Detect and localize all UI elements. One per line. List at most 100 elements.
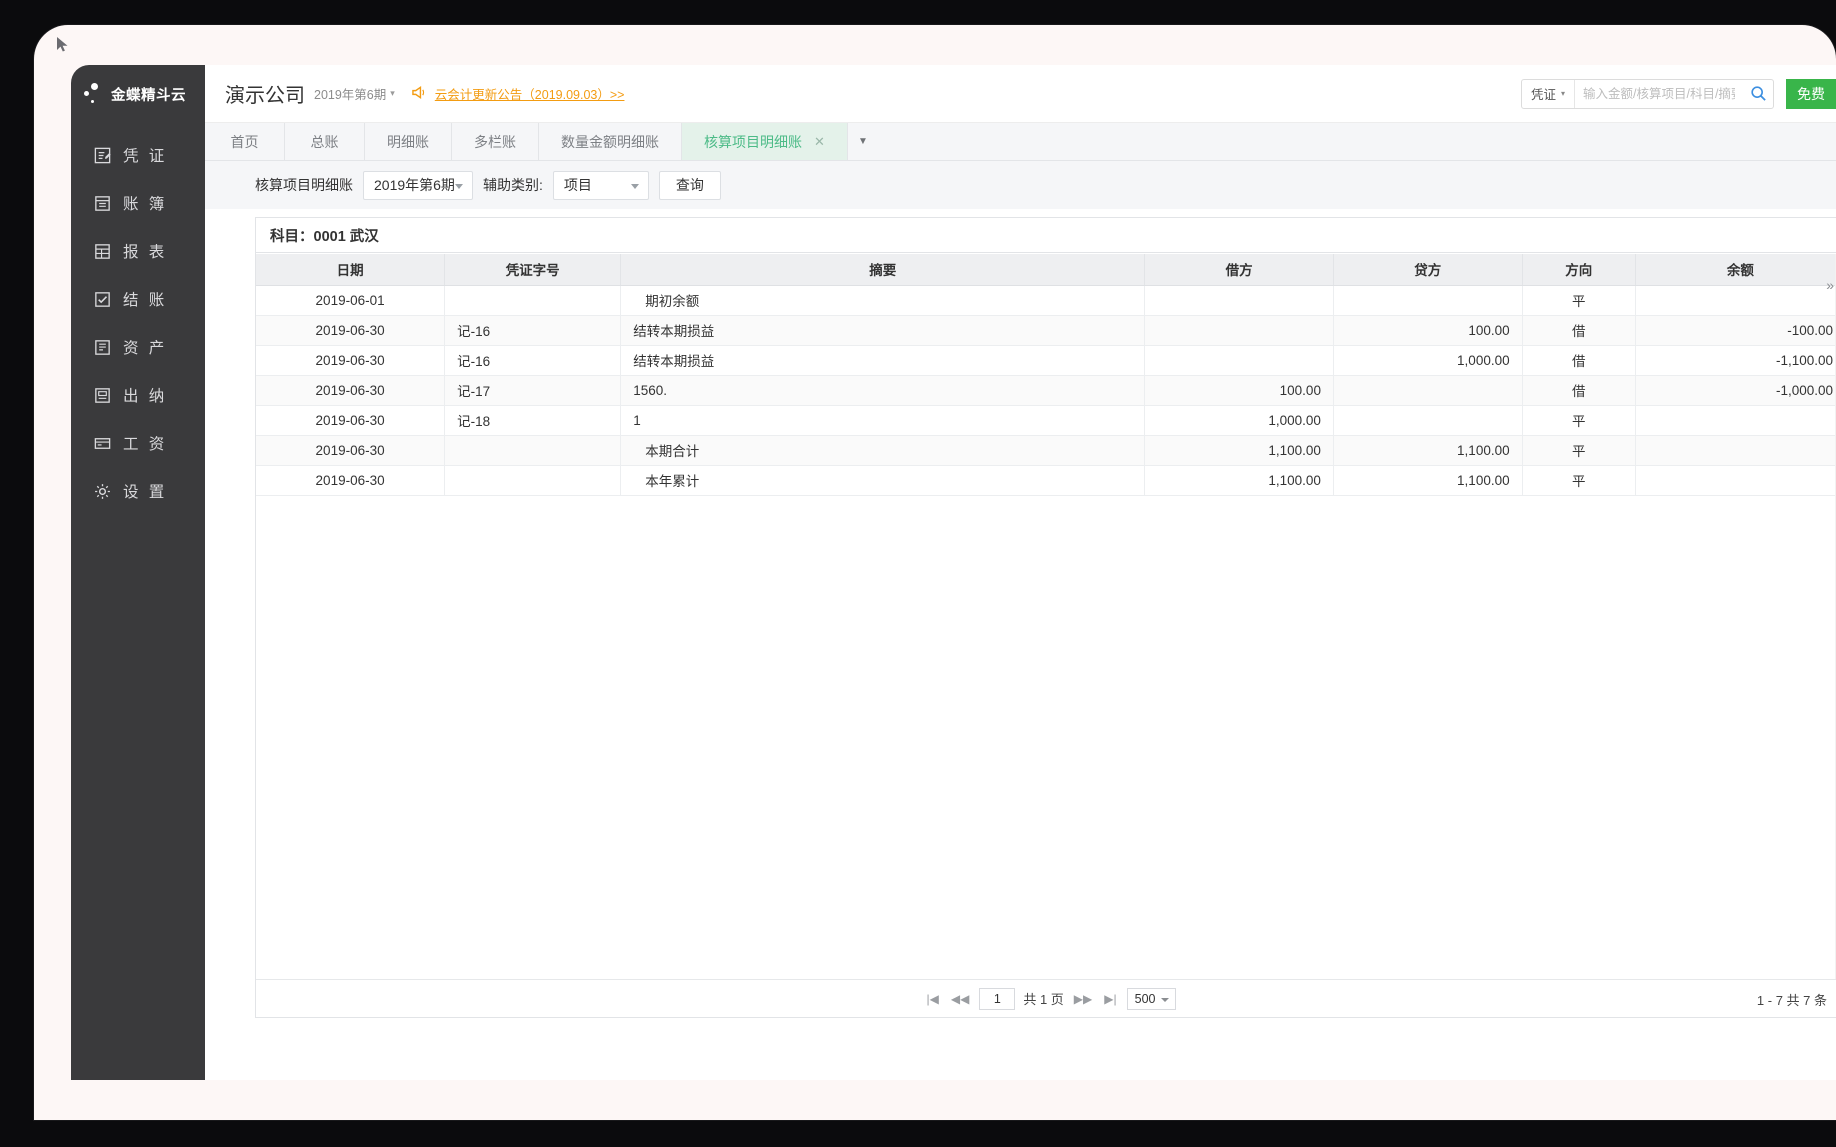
cell-date: 2019-06-30 xyxy=(256,435,446,466)
category-select[interactable]: 项目 xyxy=(552,170,649,200)
cell-balance xyxy=(1635,285,1836,316)
col-voucher[interactable]: 凭证字号 xyxy=(444,254,622,286)
tab-accounting-item-ledger[interactable]: 核算项目明细账 ✕ xyxy=(682,123,848,160)
cell-direction: 平 xyxy=(1522,405,1636,436)
cell-voucher xyxy=(444,435,622,466)
cell-direction: 借 xyxy=(1522,375,1636,406)
table-row[interactable]: 2019-06-30 记-16 结转本期损益 1,000.00 借 -1,100.00 xyxy=(256,345,1836,376)
cell-direction: 借 xyxy=(1522,345,1636,376)
query-button[interactable]: 查询 xyxy=(658,170,721,200)
col-date[interactable]: 日期 xyxy=(256,254,446,286)
sidebar-item-ledger[interactable]: 账 簿 xyxy=(71,179,205,227)
sidebar: 金蝶精斗云 凭 证 账 簿 xyxy=(71,65,205,1080)
prev-page-button[interactable]: ◀◀ xyxy=(950,991,970,1006)
search-icon[interactable] xyxy=(1743,85,1773,102)
company-name: 演示公司 xyxy=(225,85,305,107)
cell-direction: 平 xyxy=(1522,465,1636,496)
table-row[interactable]: 2019-06-30 记-18 1 1,000.00 平 xyxy=(256,405,1836,436)
page-size-select[interactable]: 500 xyxy=(1126,987,1177,1010)
col-abstract[interactable]: 摘要 xyxy=(620,254,1146,286)
period-select[interactable]: 2019年第6期 xyxy=(363,170,473,200)
announcement-link[interactable]: 云会计更新公告（2019.09.03）>> xyxy=(434,88,625,102)
sidebar-item-report[interactable]: 报 表 xyxy=(71,227,205,275)
cell-abstract: 期初余额 xyxy=(620,285,1146,316)
cell-date: 2019-06-30 xyxy=(256,345,446,376)
tab-multi-column-ledger[interactable]: 多栏账 xyxy=(452,123,539,160)
sidebar-item-payroll[interactable]: 工 资 xyxy=(71,419,205,467)
tab-general-ledger[interactable]: 总账 xyxy=(285,123,365,160)
cell-credit: 1,100.00 xyxy=(1333,465,1523,496)
gear-icon xyxy=(93,482,112,501)
ledger-card: 科目：0001 武汉 日期 凭证字号 摘要 借方 xyxy=(255,217,1836,1018)
tab-home[interactable]: 首页 xyxy=(205,123,285,160)
col-direction[interactable]: 方向 xyxy=(1522,254,1636,286)
period-select-value: 2019年第6期 xyxy=(374,177,455,193)
search-input[interactable] xyxy=(1575,79,1743,108)
page-number-input[interactable] xyxy=(979,987,1016,1010)
asset-icon xyxy=(93,338,112,357)
cell-abstract: 结转本期损益 xyxy=(620,345,1146,376)
pagination-bar: |◀ ◀◀ 共 1 页 ▶▶ ▶| 500 1 - 7 共 7 条 xyxy=(256,979,1836,1017)
cell-voucher: 记-16 xyxy=(444,345,622,376)
first-page-button[interactable]: |◀ xyxy=(926,991,939,1006)
cell-credit xyxy=(1333,285,1523,316)
cell-date: 2019-06-30 xyxy=(256,315,446,346)
cell-debit: 1,100.00 xyxy=(1144,435,1334,466)
table-row[interactable]: 2019-06-30 本年累计 1,100.00 1,100.00 平 xyxy=(256,465,1836,496)
col-credit[interactable]: 贷方 xyxy=(1333,254,1523,286)
cell-abstract: 本年累计 xyxy=(620,465,1146,496)
cell-balance: -1,000.00 xyxy=(1635,375,1836,406)
brand-logo[interactable]: 金蝶精斗云 xyxy=(71,65,205,123)
table-row[interactable]: 2019-06-30 记-17 1560. 100.00 借 -1,000.00 xyxy=(256,375,1836,406)
cell-credit xyxy=(1333,375,1523,406)
tab-label: 数量金额明细账 xyxy=(561,133,659,150)
col-debit[interactable]: 借方 xyxy=(1144,254,1334,286)
app-header: 演示公司 2019年第6期 ▾ 云会计更新公告（2019.09.03）>> 凭证… xyxy=(205,65,1836,123)
period-label[interactable]: 2019年第6期 xyxy=(314,88,387,102)
sidebar-item-label: 工 资 xyxy=(123,436,168,453)
cell-direction: 借 xyxy=(1522,315,1636,346)
search-scope-select[interactable]: 凭证 ▾ xyxy=(1522,79,1575,108)
free-trial-button[interactable]: 免费 xyxy=(1786,78,1836,109)
table-row[interactable]: 2019-06-30 本期合计 1,100.00 1,100.00 平 xyxy=(256,435,1836,466)
sidebar-item-voucher[interactable]: 凭 证 xyxy=(71,131,205,179)
cell-balance: -100.00 xyxy=(1635,315,1836,346)
sidebar-item-label: 设 置 xyxy=(123,484,168,501)
last-page-button[interactable]: ▶| xyxy=(1104,991,1117,1006)
table-row[interactable]: 2019-06-30 记-16 结转本期损益 100.00 借 -100.00 xyxy=(256,315,1836,346)
ledger-icon xyxy=(93,194,112,213)
voucher-icon xyxy=(93,146,112,165)
table-header-row: 日期 凭证字号 摘要 借方 贷方 方向 余额 xyxy=(256,254,1836,286)
cell-abstract: 结转本期损益 xyxy=(620,315,1146,346)
header-right: 凭证 ▾ 免费 xyxy=(1520,78,1836,109)
chevron-down-icon[interactable]: ▾ xyxy=(390,88,395,98)
tab-qty-amount-ledger[interactable]: 数量金额明细账 xyxy=(539,123,682,160)
cell-balance: -1,100.00 xyxy=(1635,345,1836,376)
window-shell: 金蝶精斗云 凭 证 账 簿 xyxy=(34,25,1836,1120)
chevron-down-icon[interactable]: ▼ xyxy=(857,136,868,147)
next-page-button[interactable]: ▶▶ xyxy=(1073,991,1093,1006)
checkout-icon xyxy=(93,290,112,309)
cell-abstract: 1560. xyxy=(620,375,1146,406)
category-label: 辅助类别: xyxy=(483,177,543,193)
sidebar-item-label: 账 簿 xyxy=(123,196,168,213)
cell-abstract: 本期合计 xyxy=(620,435,1146,466)
sidebar-item-label: 凭 证 xyxy=(123,148,168,165)
expand-panel-icon[interactable]: » xyxy=(1826,277,1834,293)
col-balance[interactable]: 余额 xyxy=(1635,254,1836,286)
close-icon[interactable]: ✕ xyxy=(814,133,825,149)
sidebar-item-checkout[interactable]: 结 账 xyxy=(71,275,205,323)
cell-balance xyxy=(1635,465,1836,496)
tab-label: 总账 xyxy=(310,133,339,150)
sidebar-item-asset[interactable]: 资 产 xyxy=(71,323,205,371)
table-row[interactable]: 2019-06-01 期初余额 平 xyxy=(256,285,1836,316)
tab-label: 明细账 xyxy=(387,133,429,150)
sidebar-item-settings[interactable]: 设 置 xyxy=(71,467,205,515)
sidebar-item-cashier[interactable]: 出 纳 xyxy=(71,371,205,419)
tab-detail-ledger[interactable]: 明细账 xyxy=(365,123,452,160)
megaphone-icon xyxy=(411,85,428,103)
page-count-label: 共 1 页 xyxy=(1023,992,1064,1007)
cell-date: 2019-06-30 xyxy=(256,405,446,436)
sidebar-nav: 凭 证 账 簿 报 表 xyxy=(71,131,205,515)
